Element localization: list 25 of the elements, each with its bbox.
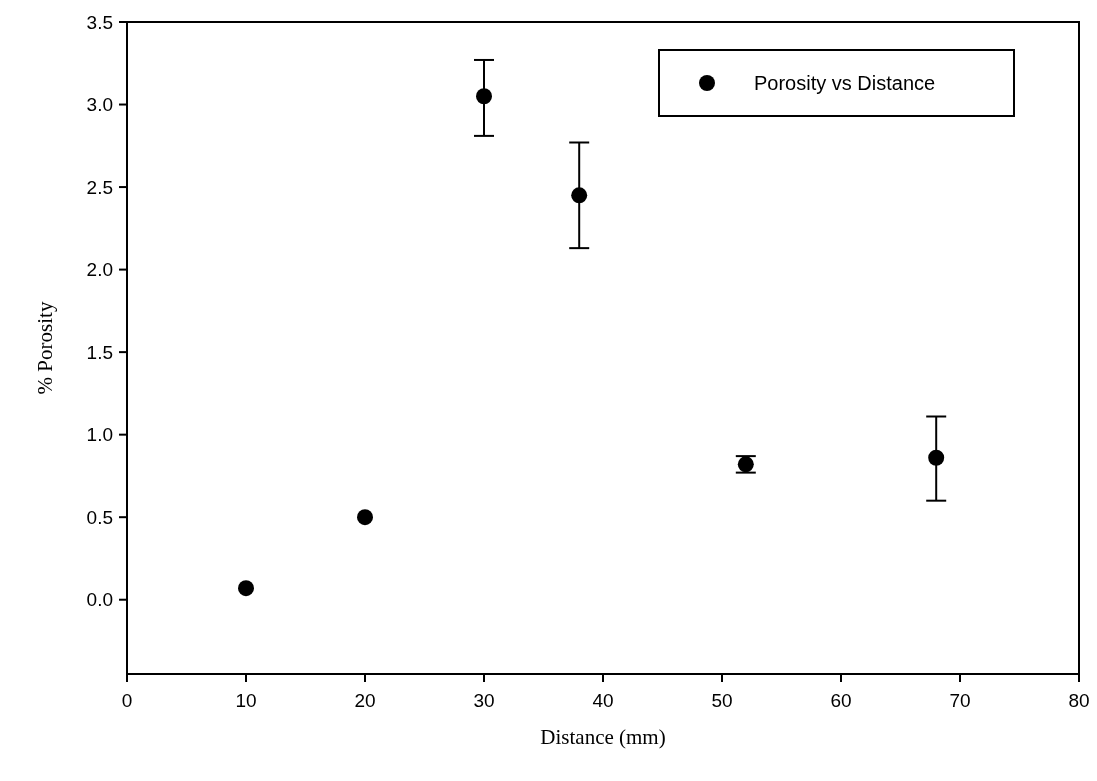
y-tick-label: 2.0 xyxy=(86,259,113,281)
y-tick-label: 3.5 xyxy=(86,11,113,33)
y-axis-title: % Porosity xyxy=(33,301,57,395)
legend-label: Porosity vs Distance xyxy=(754,72,936,94)
x-tick-label: 0 xyxy=(121,690,133,711)
x-tick-label: 20 xyxy=(354,690,376,711)
x-tick-label: 60 xyxy=(830,690,852,711)
point xyxy=(238,580,254,597)
y-tick-label: 0.0 xyxy=(86,589,113,611)
y-tick-label: 1.5 xyxy=(86,341,113,363)
y-tick-label: 2.5 xyxy=(86,176,113,198)
y-tick-label: 3.0 xyxy=(86,94,113,116)
point xyxy=(476,88,492,105)
x-tick-label: 50 xyxy=(711,690,733,711)
y-tick-label: 1.0 xyxy=(86,424,113,446)
y-tick-label: 0.5 xyxy=(86,506,113,528)
x-tick-label: 30 xyxy=(473,690,495,711)
point xyxy=(571,187,588,204)
x-tick-label: 10 xyxy=(235,690,257,711)
x-axis-title: Distance (mm) xyxy=(540,725,666,749)
x-tick-label: 80 xyxy=(1068,690,1090,711)
x-tick-label: 70 xyxy=(949,690,971,711)
point xyxy=(928,449,945,466)
point xyxy=(357,509,373,526)
x-tick-label: 40 xyxy=(592,690,614,711)
